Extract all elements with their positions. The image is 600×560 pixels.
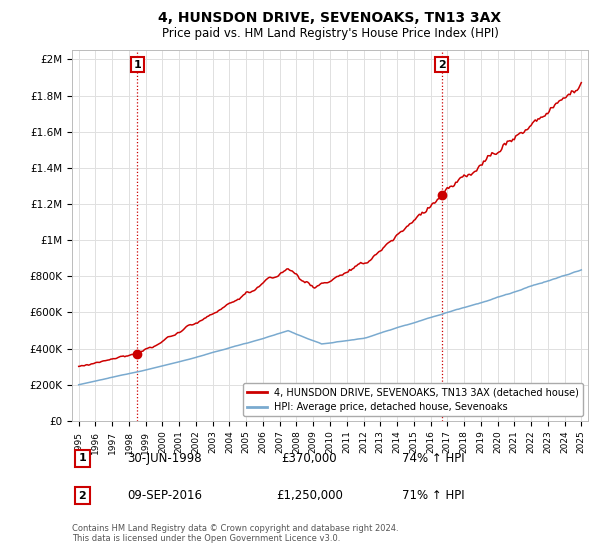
Text: 2: 2 — [438, 60, 446, 69]
Text: 74% ↑ HPI: 74% ↑ HPI — [402, 452, 464, 465]
Text: 2: 2 — [79, 491, 86, 501]
Text: Price paid vs. HM Land Registry's House Price Index (HPI): Price paid vs. HM Land Registry's House … — [161, 27, 499, 40]
Text: £370,000: £370,000 — [281, 452, 337, 465]
Text: 09-SEP-2016: 09-SEP-2016 — [127, 489, 202, 502]
Legend: 4, HUNSDON DRIVE, SEVENOAKS, TN13 3AX (detached house), HPI: Average price, deta: 4, HUNSDON DRIVE, SEVENOAKS, TN13 3AX (d… — [243, 384, 583, 416]
Text: 4, HUNSDON DRIVE, SEVENOAKS, TN13 3AX: 4, HUNSDON DRIVE, SEVENOAKS, TN13 3AX — [158, 11, 502, 25]
Text: 71% ↑ HPI: 71% ↑ HPI — [402, 489, 464, 502]
Text: 1: 1 — [79, 454, 86, 464]
Text: 30-JUN-1998: 30-JUN-1998 — [128, 452, 202, 465]
Text: Contains HM Land Registry data © Crown copyright and database right 2024.
This d: Contains HM Land Registry data © Crown c… — [72, 524, 398, 543]
Text: £1,250,000: £1,250,000 — [276, 489, 343, 502]
Text: 1: 1 — [133, 60, 141, 69]
